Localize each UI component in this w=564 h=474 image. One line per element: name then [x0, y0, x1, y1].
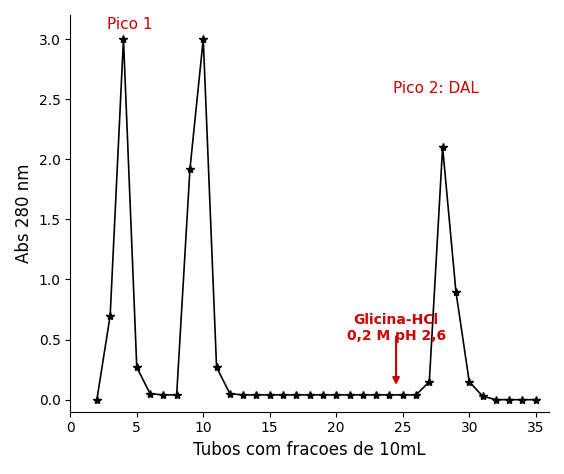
X-axis label: Tubos com fracoes de 10mL: Tubos com fracoes de 10mL	[193, 441, 426, 459]
Text: Pico 2: DAL: Pico 2: DAL	[393, 81, 479, 96]
Text: Pico 1: Pico 1	[107, 18, 153, 32]
Text: Glicina-HCl
0,2 M pH 2,6: Glicina-HCl 0,2 M pH 2,6	[346, 313, 446, 343]
Y-axis label: Abs 280 nm: Abs 280 nm	[15, 164, 33, 263]
